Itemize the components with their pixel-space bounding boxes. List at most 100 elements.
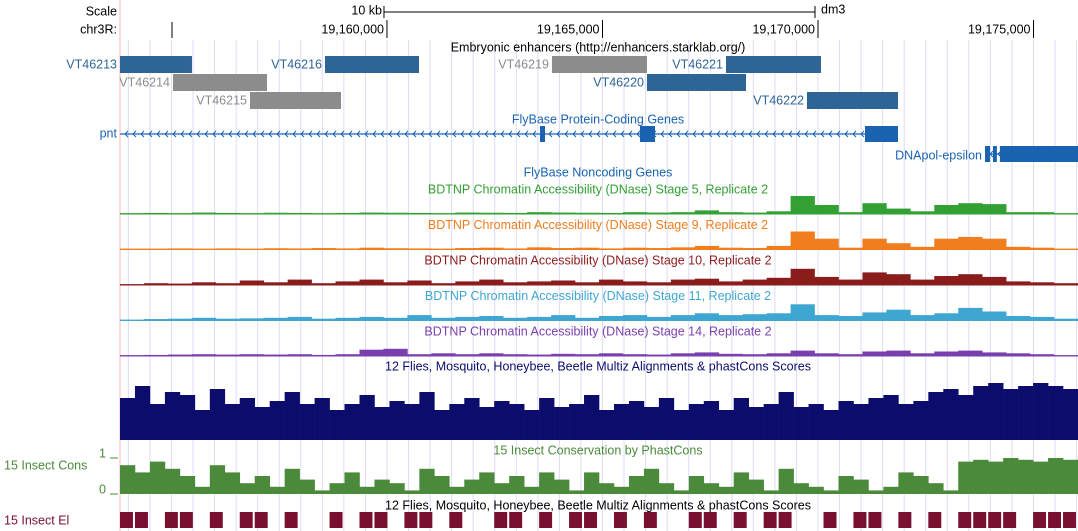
signal-bin: [670, 247, 696, 250]
x-tick-label: 19,160,000: [321, 22, 384, 36]
strand-arrow: [204, 130, 209, 138]
element-bin: [359, 512, 373, 528]
signal-bin: [167, 248, 193, 250]
signal-bin: [287, 316, 312, 321]
signal-bin: [934, 313, 959, 321]
signal-bin: [479, 247, 504, 250]
element-bin: [958, 512, 972, 528]
signal-bin: [766, 353, 791, 356]
signal-bin: [622, 315, 648, 321]
enhancer-label: VT46220: [593, 75, 644, 89]
multiz-bin: [479, 407, 495, 440]
signal-bin: [646, 248, 672, 250]
multiz-bin: [1048, 386, 1064, 440]
multiz-bin: [748, 407, 764, 440]
element-bin: [853, 512, 867, 528]
phastcons-bin: [658, 483, 675, 494]
signal-bin: [263, 354, 288, 356]
strand-arrow: [276, 130, 281, 138]
signal-bin: [1054, 318, 1078, 321]
multiz-bin: [838, 401, 854, 440]
element-bin: [509, 512, 523, 528]
signal-bin: [670, 279, 696, 285]
signal-bin: [239, 354, 264, 356]
signal-bin: [599, 279, 624, 285]
multiz-bin: [778, 392, 794, 440]
phastcons-bin: [778, 468, 794, 494]
multiz-bin: [823, 410, 839, 440]
enhancer: [806, 92, 899, 109]
signal-bin: [934, 205, 959, 214]
element-bin: [494, 512, 508, 528]
signal-bin: [215, 283, 241, 285]
track-title: BDTNP Chromatin Accessibility (DNase) St…: [424, 253, 771, 267]
element-bin: [688, 512, 702, 528]
exon: [639, 126, 655, 142]
multiz-bin: [224, 404, 241, 440]
multiz-bin: [569, 404, 585, 440]
y-tick-label: 0: [99, 482, 106, 496]
signal-bin: [263, 212, 288, 214]
strand-arrow: [268, 130, 273, 138]
multiz-bin: [464, 398, 480, 440]
signal-bin: [742, 354, 767, 356]
signal-bin: [120, 355, 145, 356]
strand-arrow: [492, 130, 497, 138]
signal-bin: [646, 354, 672, 356]
phastcons-bin: [149, 461, 166, 494]
phastcons-bin: [359, 486, 375, 494]
strand-arrow: [460, 130, 465, 138]
multiz-bin: [943, 389, 959, 440]
track-title: BDTNP Chromatin Accessibility (DNase) St…: [428, 182, 768, 196]
multiz-bin: [733, 398, 749, 440]
signal-bin: [575, 317, 600, 321]
signal-bin: [694, 278, 720, 285]
strand-arrow: [548, 130, 553, 138]
strand-arrow: [468, 130, 473, 138]
multiz-bin: [179, 395, 196, 440]
multiz-bin: [599, 410, 615, 440]
phastcons-bin: [554, 479, 570, 494]
signal-bin: [886, 208, 911, 214]
signal-bin: [143, 212, 169, 214]
signal-bin: [527, 316, 552, 321]
signal-bin: [215, 248, 241, 250]
signal-bin: [407, 248, 432, 250]
strand-arrow: [300, 130, 305, 138]
signal-bin: [742, 212, 767, 214]
strand-arrow: [188, 130, 193, 138]
strand-arrow: [164, 130, 169, 138]
signal-bin: [239, 248, 264, 250]
signal-bin: [455, 316, 480, 321]
phastcons-bin: [374, 479, 390, 494]
strand-arrow: [740, 130, 745, 138]
strand-arrow: [332, 130, 337, 138]
signal-bin: [862, 203, 887, 214]
strand-arrow: [500, 130, 505, 138]
signal-bin: [910, 353, 935, 356]
strand-arrow: [404, 130, 409, 138]
strand-arrow: [484, 130, 489, 138]
signal-bin: [790, 196, 815, 214]
phastcons-bin: [434, 476, 450, 494]
multiz-bin: [299, 404, 315, 440]
strand-arrow: [516, 130, 521, 138]
multiz-bin: [449, 404, 465, 440]
signal-bin: [479, 353, 504, 356]
signal-bin: [766, 277, 791, 285]
signal-bin: [1054, 355, 1078, 356]
exon: [999, 146, 1078, 162]
gene-label: pnt: [100, 126, 118, 140]
enhancer: [249, 92, 341, 109]
element-bin: [868, 512, 882, 528]
enhancer-label: VT46216: [271, 57, 322, 71]
element-bin: [988, 512, 1002, 528]
strand-arrow: [436, 130, 441, 138]
multiz-bin: [928, 392, 944, 440]
strand-arrow: [748, 130, 753, 138]
strand-arrow: [788, 130, 793, 138]
element-bin: [1003, 512, 1017, 528]
chrom-label: chr3R:: [80, 22, 117, 36]
signal-bin: [455, 354, 480, 356]
element-bin: [1033, 512, 1047, 528]
